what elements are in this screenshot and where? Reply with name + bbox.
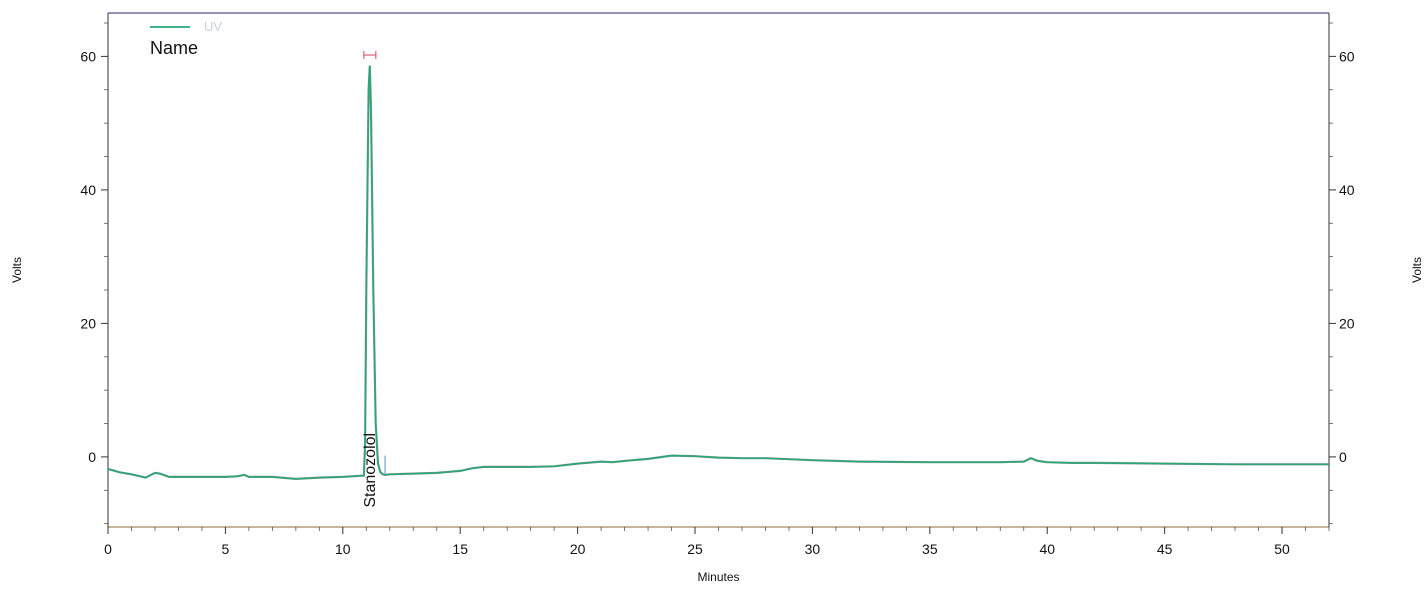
y-tick-label-right: 60	[1339, 48, 1355, 64]
x-tick-label: 35	[922, 541, 938, 557]
y-tick-label-left: 0	[88, 449, 96, 465]
peak-label: Stanozolol	[362, 433, 379, 508]
x-tick-label: 0	[104, 541, 112, 557]
y-tick-label-left: 40	[80, 182, 96, 198]
x-tick-label: 45	[1157, 541, 1173, 557]
x-tick-label: 40	[1039, 541, 1055, 557]
y-axis-title-right: Volts	[1410, 257, 1424, 283]
y-tick-label-left: 60	[80, 48, 96, 64]
y-tick-label-right: 40	[1339, 182, 1355, 198]
y-tick-label-right: 20	[1339, 315, 1355, 331]
legend-header: Name	[150, 38, 198, 58]
uv-trace-shadow	[107, 65, 1329, 481]
y-tick-label-right: 0	[1339, 449, 1347, 465]
x-tick-label: 5	[222, 541, 230, 557]
x-tick-label: 30	[805, 541, 821, 557]
x-axis-title: Minutes	[697, 570, 739, 584]
x-tick-label: 25	[687, 541, 703, 557]
legend-entry-uv: UV	[204, 19, 222, 34]
y-axis-title-left: Volts	[10, 257, 24, 283]
x-tick-label: 15	[452, 541, 468, 557]
y-tick-label-left: 20	[80, 315, 96, 331]
x-tick-label: 20	[570, 541, 586, 557]
x-tick-label: 50	[1274, 541, 1290, 557]
uv-trace-line	[107, 65, 1329, 480]
x-tick-label: 10	[335, 541, 351, 557]
